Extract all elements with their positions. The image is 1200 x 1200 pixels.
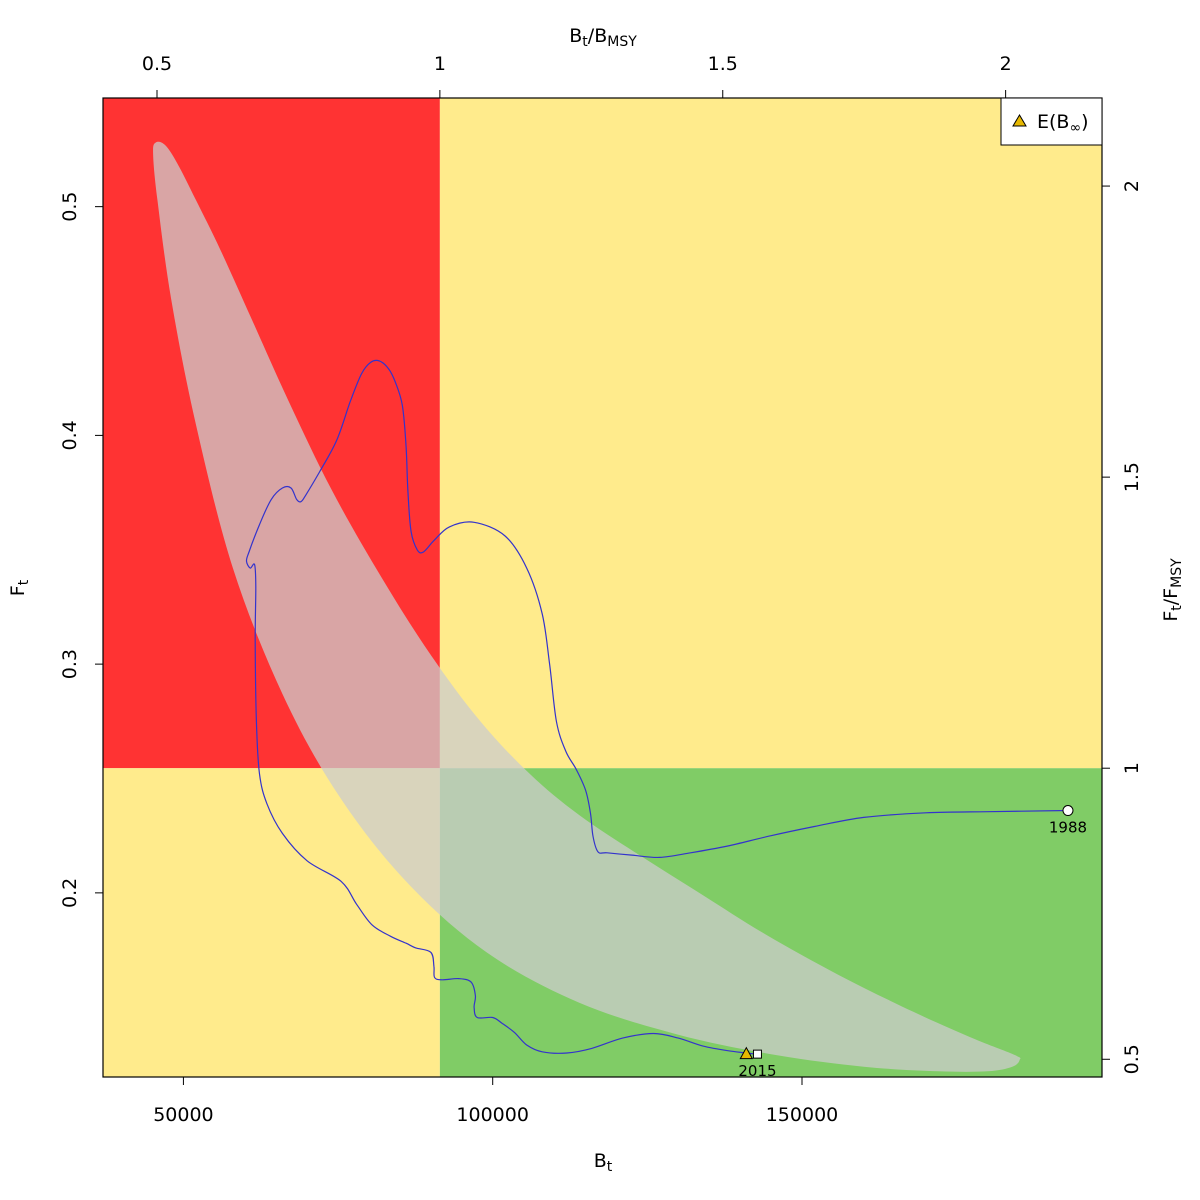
- x-axis-title-main: B: [594, 1150, 607, 1172]
- equilibrium-marker: [739, 1046, 754, 1060]
- legend: E(B∞): [1000, 97, 1103, 146]
- trajectory-line: [245, 359, 1069, 1055]
- y2-title-sep: /: [1160, 598, 1182, 605]
- y2-title-sub2: MSY: [1169, 558, 1185, 588]
- y2-title-main2: F: [1160, 588, 1182, 599]
- start-point-marker: [1062, 805, 1074, 817]
- y2-tick-label: 1: [1121, 762, 1143, 774]
- end-point-label: 2015: [738, 1062, 776, 1080]
- start-point-label: 1988: [1049, 819, 1087, 837]
- x-axis-title-sub: t: [607, 1159, 613, 1175]
- x2-title-sub1: t: [582, 34, 588, 50]
- x2-title-sub2: MSY: [607, 34, 637, 50]
- legend-triangle-marker: [1012, 114, 1027, 127]
- legend-label: E(B∞): [1037, 111, 1089, 136]
- x2-tick-label: 1: [434, 53, 446, 75]
- axes-layer: 50000 100000 150000 Bt 0.2 0.3 0.4 0.5 Ft 0.5 1 1.5…: [7, 25, 1185, 1175]
- legend-label-sub: ∞: [1069, 120, 1081, 136]
- end-point-marker: [752, 1049, 762, 1059]
- trajectory-layer: [245, 359, 1069, 1055]
- x-axis-title: Bt: [594, 1150, 613, 1175]
- x2-title-main1: B: [569, 25, 582, 47]
- y2-title-sub1: t: [1169, 605, 1185, 611]
- x2-tick-label: 2: [1000, 53, 1012, 75]
- confidence-region-layer: [153, 141, 1021, 1072]
- point-markers: 1988 2015: [738, 805, 1087, 1080]
- y-axis-title-sub: t: [16, 579, 32, 585]
- y-tick-label: 0.3: [59, 649, 81, 679]
- x2-tick-label: 1.5: [708, 53, 738, 75]
- y2-title-main1: F: [1160, 611, 1182, 622]
- x2-tick-label: 0.5: [142, 53, 172, 75]
- x2-title-sep: /: [588, 25, 595, 47]
- y2-tick-label: 0.5: [1121, 1044, 1143, 1074]
- y-axis-title-main: F: [7, 585, 29, 596]
- x-tick-label: 150000: [766, 1104, 839, 1126]
- confidence-region: [153, 141, 1021, 1072]
- y2-tick-label: 1.5: [1121, 462, 1143, 492]
- plot-frame: [102, 97, 1103, 1078]
- y2-axis-title: Ft/FMSY: [1160, 558, 1185, 622]
- x-tick-label: 100000: [456, 1104, 529, 1126]
- x-tick-label: 50000: [153, 1104, 213, 1126]
- y2-tick-label: 2: [1121, 180, 1143, 192]
- status-zones: [103, 98, 1102, 1077]
- y-tick-label: 0.4: [59, 420, 81, 450]
- x2-title-main2: B: [594, 25, 607, 47]
- legend-label-main: E(B: [1037, 111, 1069, 133]
- y-tick-label: 0.2: [59, 878, 81, 908]
- y-tick-label: 0.5: [59, 192, 81, 222]
- legend-label-end: ): [1081, 111, 1088, 133]
- x2-axis-title: Bt/BMSY: [569, 25, 637, 50]
- y-axis-title: Ft: [7, 579, 32, 596]
- zone-overfishing: [439, 98, 1102, 769]
